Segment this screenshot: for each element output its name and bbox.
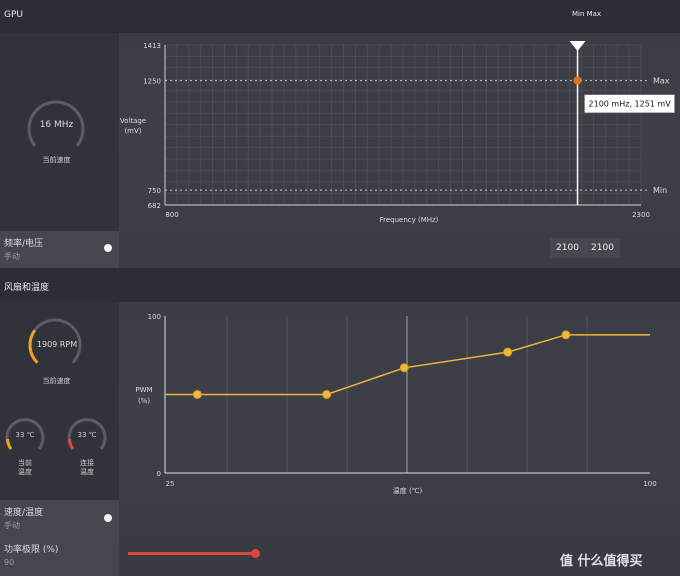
fan-speed-label: 当前速度 — [42, 377, 71, 385]
current-temp-gauge — [5, 418, 45, 450]
vf-tooltip-bg — [584, 94, 675, 113]
fan-gauge-panel: 1909 RPM 当前速度 33 ℃ 当前 温度 33 ℃ 连接 温度 — [0, 302, 119, 500]
fan-y-tick-label: 100 — [148, 313, 161, 321]
fan-y-label-1: PWM — [135, 386, 152, 394]
junction-temp-label-2: 温度 — [80, 468, 94, 476]
junction-temp-value: 33 ℃ — [77, 431, 97, 439]
fan-curve-point[interactable] — [561, 330, 571, 340]
gauge-track — [27, 100, 85, 147]
vf-y-label-2: (mV) — [124, 127, 141, 135]
freq-voltage-toggle[interactable] — [104, 244, 112, 252]
fan-curve-chart[interactable]: 100 0 25 100 PWM (%) 温度 (℃) — [119, 302, 680, 500]
vf-y-tick-label: 1250 — [143, 78, 161, 86]
speed-temp-control: 速度/温度 手动 — [0, 500, 119, 537]
speed-temp-mode: 手动 — [4, 521, 20, 530]
freq-value-2: 2100 — [591, 243, 614, 253]
freq-voltage-values[interactable]: 2100 2100 — [550, 238, 620, 258]
section-title-fan: 风扇和温度 — [4, 283, 50, 293]
fan-speed-value: 1909 RPM — [36, 340, 78, 349]
header-bar: GPU Min Max — [0, 0, 680, 33]
speed-temp-toggle[interactable] — [104, 514, 112, 522]
vf-min-label: Min — [653, 186, 667, 195]
freq-value-1: 2100 — [556, 243, 579, 253]
power-limit-control: 功率极限 (%) 90 — [0, 537, 119, 576]
watermark: 值 什么值得买 — [560, 554, 643, 569]
vf-tooltip-text: 2100 mHz, 1251 mV — [589, 100, 672, 109]
gpu-speed-gauge — [27, 100, 85, 147]
fan-x-label: 温度 (℃) — [393, 486, 423, 495]
current-temp-label-1: 当前 — [18, 459, 32, 467]
vf-y-tick-label: 682 — [148, 202, 161, 210]
fan-y-label-2: (%) — [138, 397, 150, 405]
power-limit-value: 90 — [4, 558, 15, 567]
fan-y-tick-label: 0 — [157, 470, 161, 478]
power-limit-slider-track[interactable] — [128, 552, 256, 555]
junction-temp-label-1: 连接 — [80, 459, 94, 467]
current-temp-label-2: 温度 — [18, 468, 32, 476]
vf-x-label: Frequency (MHz) — [380, 216, 439, 224]
gpu-gauge-panel: 16 MHz 当前速度 — [0, 33, 119, 231]
current-temp-value: 33 ℃ — [15, 431, 35, 439]
freq-voltage-control: 频率/电压 手动 — [0, 231, 119, 268]
vf-y-tick-label: 1413 — [143, 42, 161, 50]
freq-voltage-row: 频率/电压 手动 2100 2100 — [0, 231, 680, 268]
gpu-speed-value: 16 MHz — [39, 120, 74, 130]
fan-curve-point[interactable] — [322, 390, 332, 399]
vf-y-tick-label: 750 — [148, 187, 161, 195]
current-temp-fill — [6, 438, 13, 450]
gpu-speed-label: 当前速度 — [42, 156, 71, 164]
junction-temp-track — [67, 418, 107, 450]
vf-max-label: Max — [653, 77, 670, 86]
min-max-label: Min Max — [572, 10, 602, 18]
vf-selected-marker[interactable] — [569, 41, 586, 51]
vf-x-tick-label: 2300 — [632, 211, 650, 219]
fan-curve-point[interactable] — [399, 363, 409, 373]
current-temp-track — [5, 418, 45, 450]
power-limit-label: 功率极限 (%) — [4, 545, 59, 555]
freq-voltage-label: 频率/电压 — [4, 239, 44, 249]
power-limit-row-bg — [119, 537, 680, 576]
fan-gauge-fill — [28, 329, 39, 364]
junction-temp-label: 连接 温度 — [66, 459, 108, 477]
vf-point[interactable] — [573, 76, 582, 85]
vf-x-tick-label: 800 — [165, 211, 178, 219]
section-title-gpu: GPU — [4, 10, 23, 20]
speed-temp-row-bg — [119, 500, 680, 537]
fan-x-tick-label: 100 — [643, 480, 656, 488]
power-limit-slider-handle[interactable] — [251, 549, 260, 558]
vf-y-label-1: Voltage — [120, 117, 146, 125]
freq-voltage-mode: 手动 — [4, 252, 20, 261]
junction-temp-fill — [68, 438, 75, 450]
fan-section-header: 风扇和温度 — [0, 268, 680, 302]
fan-x-tick-label: 25 — [166, 480, 175, 488]
speed-temp-label: 速度/温度 — [4, 508, 44, 518]
fan-speed-gauge — [28, 318, 82, 364]
current-temp-label: 当前 温度 — [4, 459, 46, 477]
vf-curve-chart[interactable]: Max Min 1413 1250 750 682 800 2300 Voltage (mV) Fr… — [119, 33, 680, 231]
fan-curve-point[interactable] — [503, 347, 513, 357]
junction-temp-gauge — [67, 418, 107, 450]
fan-curve-point[interactable] — [192, 390, 202, 399]
